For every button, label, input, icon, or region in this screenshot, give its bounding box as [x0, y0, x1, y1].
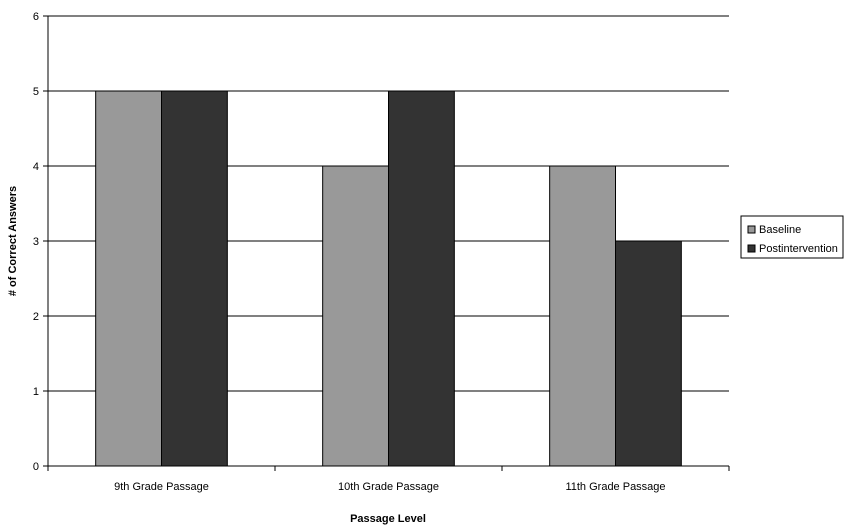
legend-swatch-baseline — [747, 225, 756, 234]
y-axis-ticks: 0 1 2 3 4 5 6 — [33, 11, 48, 473]
y-tick-label: 6 — [33, 11, 39, 23]
bars — [95, 90, 682, 467]
x-axis-ticks: 9th Grade Passage 10th Grade Passage 11th … — [47, 466, 730, 493]
y-tick-label: 4 — [33, 161, 39, 173]
y-axis-title: # of Correct Answers — [7, 186, 19, 296]
bar-baseline-2 — [322, 165, 390, 467]
x-tick-label: 9th Grade Passage — [114, 481, 209, 493]
y-tick-label: 5 — [33, 86, 39, 98]
legend-label-postintervention: Postintervention — [759, 243, 838, 255]
y-tick-label: 0 — [33, 461, 39, 473]
bar-postintervention-3 — [615, 240, 682, 467]
legend-frame — [740, 215, 844, 259]
legend-swatch-postintervention — [747, 244, 756, 253]
y-tick-label: 2 — [33, 311, 39, 323]
bar-baseline-1 — [95, 90, 162, 467]
legend-label-baseline: Baseline — [759, 224, 801, 236]
y-tick-label: 3 — [33, 236, 39, 248]
x-tick-label: 10th Grade Passage — [338, 481, 439, 493]
bar-baseline-3 — [549, 165, 616, 467]
bar-postintervention-2 — [388, 90, 455, 467]
x-axis-title: Passage Level — [350, 513, 426, 525]
x-tick-label: 11th Grade Passage — [565, 481, 665, 493]
y-tick-label: 1 — [33, 386, 39, 398]
bar-postintervention-1 — [161, 90, 228, 467]
legend: Baseline Postintervention — [740, 215, 844, 259]
